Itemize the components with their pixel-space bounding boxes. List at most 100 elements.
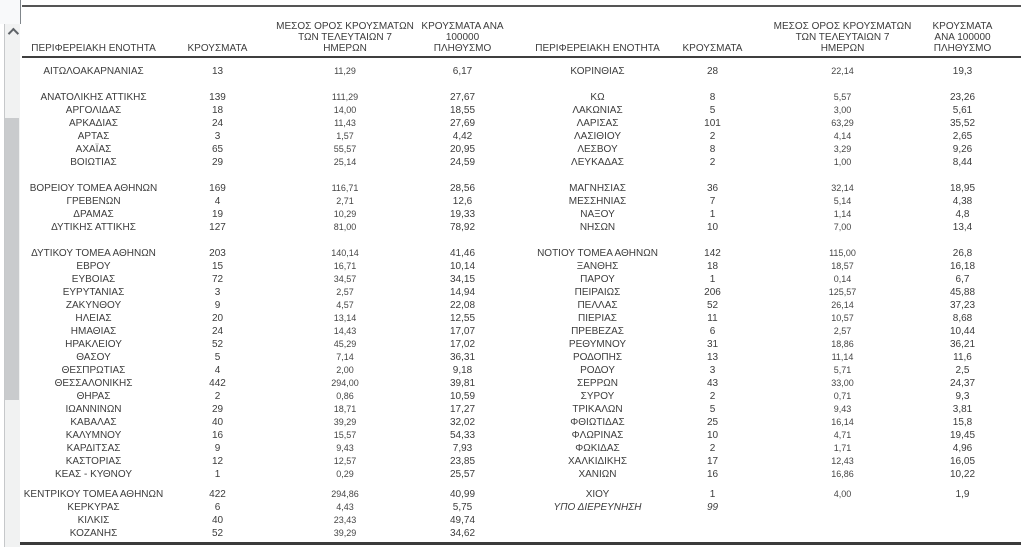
avg7-cell: 9,43 [336,443,354,453]
table-halves-gap [505,514,530,527]
table-halves-gap [505,117,530,130]
right-table-headers: ΠΕΡΙΦΕΡΕΙΑΚΗ ΕΝΟΤΗΤΑ ΚΡΟΥΣΜΑΤΑ ΜΕΣΟΣ ΟΡΟ… [530,21,1000,54]
region-cell: ΧΑΝΙΩΝ [578,469,617,480]
left-row-half: ΕΥΡΥΤΑΝΙΑΣ 3 2,57 14,94 [22,286,505,299]
avg7-cell: 4,14 [833,131,852,141]
per100k-cell: 4,42 [452,131,473,142]
left-row-half: ΘΕΣΠΡΩΤΙΑΣ 4 2,00 9,18 [22,364,505,377]
left-row-half: ΘΑΣΟΥ 5 7,14 36,31 [22,351,505,364]
per100k-cell: 25,57 [449,469,476,480]
avg7-cell: 18,57 [831,261,854,271]
region-cell: ΠΑΡΟΥ [580,274,615,285]
scrollbar-up-button[interactable] [5,24,20,40]
per100k-cell: 19,3 [952,66,973,77]
table-row: ΖΑΚΥΝΘΟΥ 9 4,57 22,08 ΠΕΛΛΑΣ 52 26,14 37,23 [22,299,1021,312]
scrollbar-corner [0,0,21,24]
per100k-cell: 12,55 [449,313,476,324]
table-body: ΑΙΤΩΛΟΑΚΑΡΝΑΝΙΑΣ 13 11,29 6,17 ΚΟΡΙΝΘΙΑΣ 28 22… [22,58,1021,540]
table-top-border [22,5,1021,7]
header-per100k-right: ΚΡΟΥΣΜΑΤΑ ΑΝΑ 100000 ΠΛΗΘΥΣΜΟ [932,21,993,54]
right-row-half: ΠΙΕΡΙΑΣ 11 10,57 8,68 [530,312,1000,325]
avg7-cell: 2,71 [336,196,354,206]
table-halves-gap [505,403,530,416]
avg7-cell: 16,14 [831,417,854,427]
right-row-half: ΠΕΛΛΑΣ 52 26,14 37,23 [530,299,1000,312]
per100k-cell: 39,81 [449,378,476,389]
region-cell: ΞΑΝΘΗΣ [576,261,619,272]
cases-cell: 1 [709,489,716,500]
avg7-cell: 55,57 [333,144,357,154]
table-row: ΓΡΕΒΕΝΩΝ 4 2,71 12,6 ΜΕΣΣΗΝΙΑΣ 7 5,14 4,38 [22,195,1021,208]
header-underline [22,56,1021,58]
region-cell: ΣΥΡΟΥ [580,391,615,402]
region-cell: ΑΡΚΑΔΙΑΣ [69,118,118,129]
region-cell: ΚΕΡΚΥΡΑΣ [67,502,120,513]
per100k-cell: 36,31 [449,352,476,363]
per100k-cell: 1,9 [955,489,970,500]
cases-cell: 3 [709,365,716,376]
avg7-cell: 5,57 [833,92,852,102]
left-row-half: ΕΒΡΟΥ 15 16,71 10,14 [22,260,505,273]
table-halves-gap [505,260,530,273]
per100k-cell: 11,6 [953,352,972,363]
avg7-cell: 11,43 [334,118,356,128]
table-halves-gap [505,312,530,325]
right-row-half: ΚΟΡΙΝΘΙΑΣ 28 22,14 19,3 [530,65,1000,78]
per100k-cell: 4,38 [952,196,973,207]
cases-cell: 16 [706,469,719,480]
avg7-cell: 1,57 [336,131,354,141]
cases-cell: 101 [704,118,721,129]
region-cell: ΒΟΡΕΙΟΥ ΤΟΜΕΑ ΑΘΗΝΩΝ [29,183,158,194]
right-row-half: ΡΕΘΥΜΝΟΥ 31 18,86 36,21 [530,338,1000,351]
avg7-cell: 4,57 [336,300,354,310]
avg7-cell: 116,71 [331,183,359,193]
cases-cell: 1 [214,469,221,480]
left-row-half: ΘΗΡΑΣ 2 0,86 10,59 [22,390,505,403]
vertical-scrollbar-thumb[interactable] [5,118,19,400]
region-cell: ΛΑΡΙΣΑΣ [576,118,619,129]
table-bottom-border [20,542,1021,545]
avg7-cell: 39,29 [333,528,357,538]
per100k-cell: 3,81 [952,404,973,415]
table-halves-gap [505,221,530,234]
per100k-cell: 20,95 [449,144,476,155]
table-halves-gap [505,442,530,455]
table-halves-gap [505,455,530,468]
table-halves-gap [505,390,530,403]
table-halves-gap [505,501,530,514]
table-row: ΒΟΙΩΤΙΑΣ 29 25,14 24,59 ΛΕΥΚΑΔΑΣ 2 1,00 8,44 [22,156,1021,169]
table-row: ΒΟΡΕΙΟΥ ΤΟΜΕΑ ΑΘΗΝΩΝ 169 116,71 28,56 ΜΑΓΝΗΣ… [22,182,1021,195]
avg7-cell: 26,14 [831,300,854,310]
region-cell: ΛΕΣΒΟΥ [577,144,618,155]
per100k-cell: 7,93 [452,443,473,454]
cases-cell: 442 [209,378,226,389]
left-row-half: ΒΟΡΕΙΟΥ ΤΟΜΕΑ ΑΘΗΝΩΝ 169 116,71 28,56 [22,182,505,195]
right-row-half: ΜΕΣΣΗΝΙΑΣ 7 5,14 4,38 [530,195,1000,208]
region-cell: ΥΠΟ ΔΙΕΡΕΥΝΗΣΗ [553,502,642,513]
avg7-cell: 5,14 [833,196,852,206]
cases-cell: 5 [709,404,716,415]
table-halves-gap [505,338,530,351]
header-region-left: ΠΕΡΙΦΕΡΕΙΑΚΗ ΕΝΟΤΗΤΑ [31,43,156,54]
avg7-cell: 0,29 [336,469,354,479]
cases-cell: 422 [209,489,226,500]
region-cell: ΝΟΤΙΟΥ ΤΟΜΕΑ ΑΘΗΝΩΝ [537,248,658,259]
per100k-cell: 8,68 [952,313,973,324]
region-cell: ΚΟΡΙΝΘΙΑΣ [570,66,625,77]
group-spacer [22,234,1021,247]
cases-cell: 5 [709,105,716,116]
avg7-cell: 4,43 [336,502,354,512]
per100k-cell: 16,18 [949,261,976,272]
region-cell: ΜΕΣΣΗΝΙΑΣ [568,196,627,207]
cases-cell: 72 [211,274,224,285]
region-cell: ΝΗΣΩΝ [579,222,616,233]
right-row-half: ΡΟΔΟΠΗΣ 13 11,14 11,6 [530,351,1000,364]
left-row-half: ΑΡΤΑΣ 3 1,57 4,42 [22,130,505,143]
per100k-cell: 34,15 [449,274,476,285]
left-row-half: ΕΥΒΟΙΑΣ 72 34,57 34,15 [22,273,505,286]
per100k-cell: 23,26 [949,92,976,103]
avg7-cell: 25,14 [333,157,357,167]
avg7-cell: 16,71 [333,261,357,271]
region-cell: ΠΙΕΡΙΑΣ [578,313,617,324]
region-cell: ΗΡΑΚΛΕΙΟΥ [65,339,122,350]
